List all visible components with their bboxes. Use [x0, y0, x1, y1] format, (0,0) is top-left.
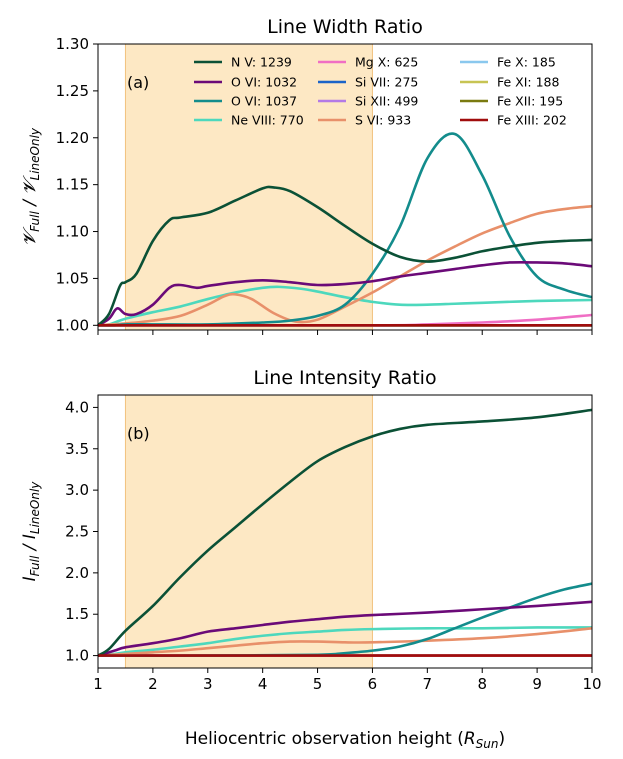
y-label-b-sub1: Full: [28, 555, 42, 576]
panel-a: Line Width Ratio (a) 𝓥Full / 𝓥LineOnly 1…: [20, 16, 593, 335]
series-a: [97, 132, 593, 327]
x-tick-label: 6: [368, 675, 378, 693]
x-tick-label: 8: [477, 675, 487, 693]
legend-label: Fe XII: 195: [497, 94, 563, 109]
x-tick-label: 7: [423, 675, 433, 693]
y-tick-label: 1.20: [56, 129, 89, 147]
legend-label: N V: 1239: [231, 55, 292, 70]
series-line-o6a: [97, 600, 593, 657]
x-label-sym: R: [464, 729, 476, 749]
y-label-b-sym1: I: [20, 576, 40, 581]
y-tick-label: 3.5: [65, 440, 89, 458]
y-tick-label: 4.0: [65, 398, 89, 416]
series-line-o6a: [97, 260, 593, 327]
x-axis-label: Heliocentric observation height (RSun): [185, 729, 505, 751]
chart-title-a: Line Width Ratio: [267, 16, 423, 38]
x-tick-label: 1: [93, 675, 103, 693]
y-label-b-sym2: / I: [20, 534, 40, 556]
y-tick-label: 2.0: [65, 564, 89, 582]
y-label-b-sub2: LineOnly: [28, 481, 42, 534]
y-tick-label: 3.0: [65, 481, 89, 499]
series-b: [97, 408, 593, 657]
legend-label: Fe XI: 188: [497, 75, 560, 90]
y-tick-label: 1.05: [56, 269, 89, 287]
x-tick-label: 9: [532, 675, 542, 693]
x-tick-label: 10: [582, 675, 601, 693]
panel-label-a: (a): [127, 73, 149, 92]
x-label-sub: Sun: [476, 737, 499, 751]
y-tick-label: 1.00: [56, 316, 89, 334]
legend-label: Mg X: 625: [355, 55, 418, 70]
y-label-a-sub2: LineOnly: [28, 127, 42, 180]
y-label-a-sym2: / 𝓥: [20, 175, 40, 212]
x-label-main: Heliocentric observation height (: [185, 729, 464, 749]
series-line-s6: [97, 626, 593, 657]
legend-label: S VI: 933: [355, 113, 411, 128]
panel-label-b: (b): [127, 424, 150, 443]
y-tick-label: 1.30: [56, 35, 89, 53]
legend-label: Si XII: 499: [355, 94, 418, 109]
shaded-region-b: [124, 394, 373, 669]
axes-b: 1 2 3 4 5 6 7 8 9 10 1.0 1.5 2.0 2.5 3.0 3.5 4.0: [65, 398, 601, 693]
x-tick-label: 3: [203, 675, 213, 693]
plot-frame-a: [97, 43, 593, 331]
y-tick-label: 1.5: [65, 605, 89, 623]
series-line-ne8: [97, 285, 593, 327]
y-tick-label: 2.5: [65, 523, 89, 541]
plot-frame-b: [97, 394, 593, 669]
series-line-n5: [97, 408, 593, 657]
legend-label: Ne VIII: 770: [231, 113, 304, 128]
y-axis-label-a: 𝓥Full / 𝓥LineOnly: [20, 127, 42, 246]
y-axis-label-b: IFull / ILineOnly: [20, 481, 42, 582]
shaded-region-a: [124, 43, 373, 331]
legend-label: Fe XIII: 202: [497, 113, 567, 128]
x-tick-label: 5: [313, 675, 323, 693]
legend-label: Si VII: 275: [355, 75, 418, 90]
x-label-close: ): [498, 729, 505, 749]
legend-label: Fe X: 185: [497, 55, 556, 70]
legend: N V: 1239 O VI: 1032 O VI: 1037 Ne VIII: 77…: [194, 55, 567, 128]
y-tick-label: 1.10: [56, 223, 89, 241]
y-tick-label: 1.0: [65, 647, 89, 665]
panel-b: Line Intensity Ratio (b) IFull / ILineOn…: [20, 367, 602, 693]
legend-label: O VI: 1037: [231, 94, 297, 109]
series-line-s6: [97, 204, 593, 327]
y-label-a-sub1: Full: [28, 211, 42, 232]
y-tick-label: 1.15: [56, 176, 89, 194]
axes-a: 1.00 1.05 1.10 1.15 1.20 1.25 1.30: [56, 35, 593, 335]
legend-label: O VI: 1032: [231, 75, 297, 90]
y-tick-label: 1.25: [56, 82, 89, 100]
x-tick-label: 2: [148, 675, 158, 693]
chart-title-b: Line Intensity Ratio: [253, 367, 436, 389]
series-line-n5: [97, 185, 593, 327]
x-tick-label: 4: [258, 675, 268, 693]
